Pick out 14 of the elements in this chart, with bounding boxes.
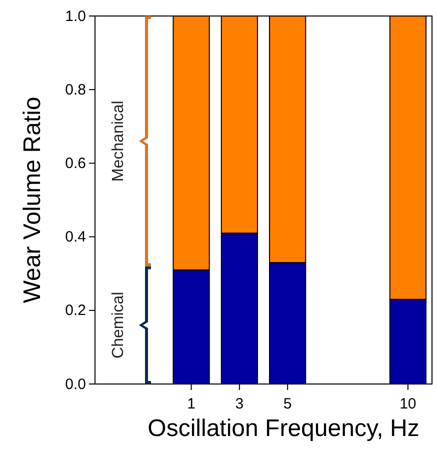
y-tick-label: 0.0 [65, 376, 86, 393]
x-tick-label: 5 [283, 396, 292, 413]
y-tick-label: 0.2 [65, 302, 86, 320]
x-axis-title: Oscillation Frequency, Hz [148, 415, 420, 442]
y-tick-label: 0.8 [65, 81, 86, 98]
x-tick-label: 1 [187, 396, 196, 413]
x-tick-label: 10 [400, 396, 416, 413]
x-tick-label: 3 [235, 396, 244, 413]
text: Chemical [110, 292, 127, 358]
y-tick-label: 0.4 [65, 228, 86, 246]
text: Mechanical [110, 100, 127, 182]
y-tick-label: 1.0 [65, 8, 86, 25]
y-axis-title: Wear Volume Ratio [19, 96, 46, 304]
y-tick-label: 0.6 [65, 155, 86, 172]
